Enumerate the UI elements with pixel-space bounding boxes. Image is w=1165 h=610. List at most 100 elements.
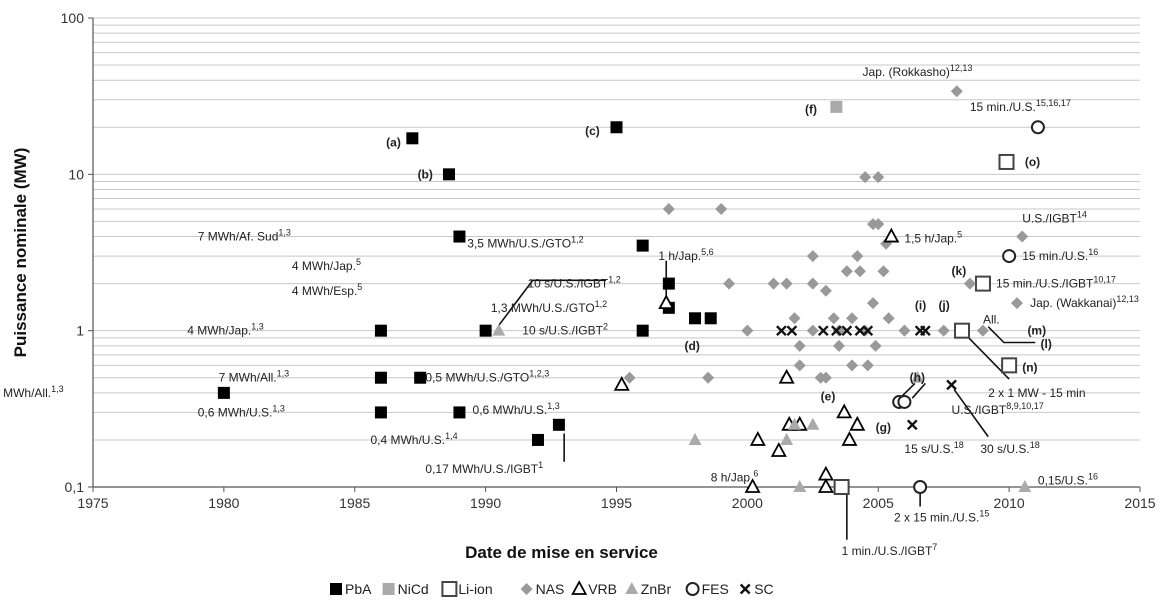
point-nas: [950, 85, 963, 98]
annotation-label: 3,5 MWh/U.S./GTO1,2: [467, 235, 583, 251]
x-tick-label: 2015: [1124, 495, 1155, 511]
point-pba: [374, 406, 387, 419]
point-nas: [723, 277, 736, 290]
annotation-label: 4 MWh/Jap.1,3: [187, 322, 264, 338]
annotation-label: 4 MWh/Jap.5: [292, 257, 361, 273]
annotation-label: (e): [821, 389, 836, 403]
annotation-label: (l): [1041, 337, 1052, 351]
point-nas: [793, 359, 806, 372]
annotation-label: 15 min./U.S.16: [1022, 247, 1098, 263]
point-nas: [715, 203, 728, 216]
legend-marker-sc: [739, 583, 751, 595]
sc-stroke: [831, 325, 842, 337]
point-li-ion: [974, 275, 991, 292]
annotation-label: (n): [1022, 361, 1037, 375]
point-pba: [374, 324, 387, 337]
point-nas: [877, 265, 890, 278]
point-vrb: [841, 431, 858, 446]
x-tick-label: 1990: [470, 495, 501, 511]
point-pba: [479, 324, 492, 337]
point-nas: [806, 250, 819, 263]
series-nas: [623, 85, 1029, 384]
annotation-label: 4 MWh/Esp.5: [292, 282, 362, 298]
point-znbr: [787, 417, 801, 430]
point-nas: [702, 371, 715, 384]
leader-line: [987, 326, 1036, 344]
point-li-ion: [954, 322, 971, 339]
y-tick-label: 0,1: [65, 479, 85, 495]
annotation-label: 0,5 MWh/U.S./GTO1,2,3: [425, 369, 549, 385]
annotation-label: Jap. (Rokkasho)12,13: [863, 63, 973, 79]
series-znbr: [492, 323, 1032, 492]
point-nas: [806, 324, 819, 337]
point-nas: [846, 312, 859, 325]
point-pba: [662, 277, 675, 290]
point-nas: [976, 324, 989, 337]
point-nas: [851, 250, 864, 263]
legend-label: VRB: [588, 581, 617, 597]
annotation-label: 15 min./U.S.15,16,17: [970, 98, 1071, 114]
annotation-label: (d): [685, 339, 700, 353]
point-sc: [920, 325, 931, 337]
point-sc: [776, 325, 787, 337]
legend-item-fes: FES: [685, 581, 729, 597]
legend-item-pba: PbA: [330, 581, 372, 597]
leader-line: [911, 382, 926, 399]
series-sc: [776, 325, 957, 431]
point-fes: [913, 480, 928, 494]
point-sc: [841, 325, 853, 337]
point-nas: [963, 277, 976, 290]
point-pba: [406, 132, 419, 145]
series-pba: [217, 121, 717, 446]
data-points: [217, 85, 1045, 495]
x-tick-label: 1995: [601, 495, 632, 511]
legend-marker-vrb: [571, 580, 588, 595]
point-sc: [854, 325, 866, 337]
annotation-label: 10 s/U.S./IGBT2: [522, 322, 608, 338]
annotation-label: (b): [418, 167, 433, 181]
legend-item-nicd: NiCd: [382, 581, 429, 597]
x-tick-label: 2000: [732, 495, 763, 511]
legend-marker-li-ion: [441, 581, 458, 597]
annotation-label: (o): [1025, 155, 1040, 169]
point-vrb: [749, 431, 766, 446]
annotation-label: U.S./IGBT14: [1022, 210, 1087, 226]
point-znbr: [911, 370, 925, 383]
point-sc: [946, 379, 957, 391]
point-nas: [814, 371, 827, 384]
leader-line: [953, 389, 989, 438]
annotation-label: 0,4 MWh/All.1,3: [0, 384, 64, 400]
annotation-label: U.S./IGBT8,9,10,17: [952, 401, 1044, 417]
point-nas: [832, 339, 845, 352]
annotation-label: 7 MWh/Af. Sud1,3: [198, 228, 291, 244]
legend: PbA NiCd Li-ion NAS VRB ZnBr FES SC: [330, 580, 774, 597]
annotation-label: 0,15/U.S.16: [1038, 472, 1098, 488]
point-nas: [1016, 230, 1029, 243]
point-li-ion: [833, 479, 850, 495]
point-pba: [414, 371, 427, 384]
point-pba: [217, 386, 230, 399]
point-pba: [636, 324, 649, 337]
annotation-leaders: [498, 260, 1036, 540]
annotation-label: (a): [386, 135, 401, 149]
annotation-label: (j): [938, 298, 949, 312]
point-nas: [819, 284, 832, 297]
legend-marker-znbr: [625, 582, 639, 594]
point-sc: [786, 325, 798, 337]
point-nas: [840, 265, 853, 278]
point-nas: [741, 324, 754, 337]
annotation-label: 15 s/U.S.18: [904, 440, 963, 456]
sc-stroke: [906, 419, 918, 431]
sc-stroke: [946, 379, 957, 391]
point-znbr: [780, 432, 794, 445]
point-pba: [552, 418, 565, 431]
point-pba: [442, 168, 455, 181]
point-nas: [832, 324, 845, 337]
point-nas: [869, 339, 882, 352]
point-znbr: [492, 323, 506, 336]
annotation-label: 1 min./U.S./IGBT7: [842, 542, 938, 558]
point-pba: [689, 312, 702, 325]
point-vrb: [744, 478, 761, 493]
point-fes: [897, 394, 912, 409]
